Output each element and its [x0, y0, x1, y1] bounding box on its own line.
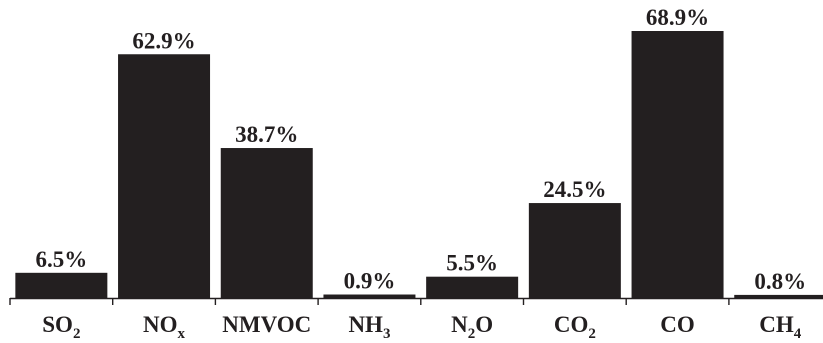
x-tick-label: SO2: [42, 312, 80, 342]
data-label: 5.5%: [446, 251, 498, 276]
bar: [220, 148, 313, 298]
x-tick-label: NH3: [348, 312, 390, 342]
bar: [631, 31, 724, 298]
x-tick-label: CO: [660, 312, 695, 337]
data-label: 0.8%: [754, 269, 806, 294]
bar: [118, 54, 211, 299]
bar: [528, 203, 621, 298]
x-tick-label: NOx: [143, 312, 186, 342]
bar: [426, 276, 519, 298]
x-axis-labels-group: SO2 NOx NMVOC NH3 N2O CO2 CO CH4: [42, 312, 801, 342]
x-tick-label: N2O: [451, 312, 493, 342]
x-tick-label: NMVOC: [222, 312, 311, 337]
bar: [323, 294, 416, 298]
bar: [734, 294, 823, 298]
data-label: 24.5%: [543, 177, 606, 202]
x-tick-label: CH4: [759, 312, 802, 342]
bars-group: [15, 31, 823, 299]
bar: [15, 272, 108, 298]
data-label: 62.9%: [132, 28, 195, 53]
x-tick-label: CO2: [554, 312, 596, 342]
x-axis-ticks-group: [9, 298, 730, 305]
data-label: 68.9%: [646, 5, 709, 30]
data-label: 6.5%: [35, 247, 87, 272]
data-label: 38.7%: [235, 122, 298, 147]
value-labels-group: 6.5% 62.9% 38.7% 0.9% 5.5% 24.5% 68.9% 0.8%: [35, 5, 806, 294]
data-label: 0.9%: [344, 269, 396, 294]
